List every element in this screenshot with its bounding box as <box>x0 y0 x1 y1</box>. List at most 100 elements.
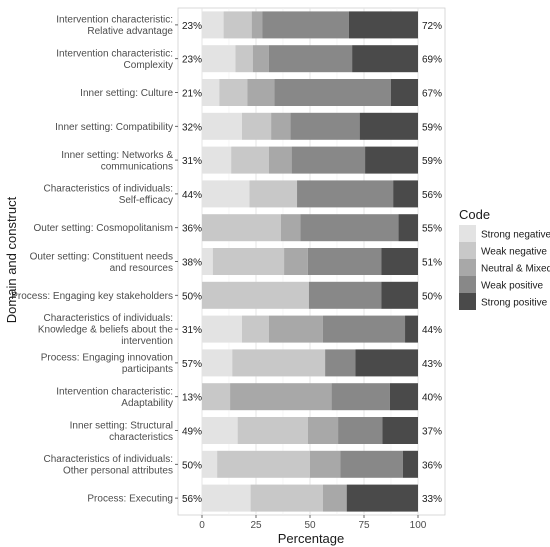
bar-segment <box>249 180 298 208</box>
left-value-label: 57% <box>182 359 202 370</box>
bar-segment <box>391 79 418 106</box>
left-value-label: 50% <box>182 291 202 302</box>
bar-segment <box>381 281 418 309</box>
right-value-label: 72% <box>422 21 442 32</box>
bar-segment <box>274 79 391 106</box>
bar-segment <box>271 112 291 140</box>
left-value-label: 31% <box>182 156 202 167</box>
right-value-label: 69% <box>422 55 442 66</box>
bar-segment <box>268 315 323 343</box>
x-tick-label: 100 <box>410 520 427 531</box>
bar-segment <box>331 383 390 411</box>
category-label: Relative advantage <box>87 26 173 37</box>
x-axis-ticks: 0 25 50 75 100 <box>199 515 427 531</box>
legend-key <box>459 293 476 310</box>
bar-segment <box>202 45 236 73</box>
right-value-label: 44% <box>422 325 442 336</box>
bar-segment <box>252 45 269 73</box>
legend: Code Strong negative Weak negative Neutral… <box>459 207 550 310</box>
legend-key <box>459 242 476 259</box>
bar-segment <box>202 248 213 275</box>
category-label: Complexity <box>124 60 173 71</box>
right-value-label: 55% <box>422 224 442 235</box>
right-value-label: 50% <box>422 291 442 302</box>
right-value-label: 40% <box>422 393 442 404</box>
bar-segment <box>251 11 263 39</box>
right-value-label: 51% <box>422 258 442 269</box>
bar-segment <box>365 146 418 174</box>
bar-segment <box>381 248 418 275</box>
bar-segment <box>268 146 292 174</box>
category-label: Self-efficacy <box>119 195 173 206</box>
category-label: communications <box>101 161 173 172</box>
left-value-label: 36% <box>182 224 202 235</box>
bar-segment <box>202 79 220 106</box>
bar-segment <box>202 383 231 411</box>
category-label: Adaptability <box>121 398 173 409</box>
bar-segment <box>230 383 332 411</box>
right-value-label: 56% <box>422 190 442 201</box>
right-value-label: 43% <box>422 359 442 370</box>
legend-label: Weak negative <box>481 247 547 258</box>
legend-key <box>459 225 476 242</box>
bar-segment <box>297 180 394 208</box>
left-value-label: 23% <box>182 21 202 32</box>
bar-segment <box>217 450 310 478</box>
right-value-label: 59% <box>422 122 442 133</box>
bar-segment <box>202 214 281 242</box>
bar-segment <box>322 484 347 512</box>
bar-segment <box>202 315 242 343</box>
category-label: Intervention characteristic: <box>56 48 173 59</box>
category-label: Outer setting: Cosmopolitanism <box>33 223 173 234</box>
legend-key <box>459 259 476 276</box>
bar-segment <box>280 214 301 242</box>
bar-segment <box>340 450 403 478</box>
left-value-label: 56% <box>182 494 202 505</box>
bar-segment <box>310 450 341 478</box>
category-label: participants <box>122 364 173 375</box>
bar-segment <box>202 450 218 478</box>
category-label: Intervention characteristic: <box>56 15 173 26</box>
legend-title: Code <box>459 207 490 222</box>
bar-segment <box>262 11 349 39</box>
legend-label: Weak positive <box>481 281 544 292</box>
left-value-label: 50% <box>182 460 202 471</box>
bars-layer <box>202 11 418 512</box>
bar-segment <box>235 45 253 73</box>
bar-segment <box>219 79 248 106</box>
bar-segment <box>389 383 418 411</box>
bar-segment <box>398 214 418 242</box>
bar-segment <box>202 417 238 444</box>
bar-segment <box>241 315 269 343</box>
x-tick-label: 75 <box>358 520 370 531</box>
category-label: Knowledge & beliefs about the <box>38 325 174 336</box>
category-label: Outer setting: Constituent needs <box>30 251 173 262</box>
legend-label: Strong negative <box>481 230 550 241</box>
left-value-label: 44% <box>182 190 202 201</box>
bar-segment <box>223 11 252 39</box>
bar-segment <box>202 180 250 208</box>
right-value-label: 37% <box>422 427 442 438</box>
bar-segment <box>202 484 251 512</box>
category-label: intervention <box>121 336 173 347</box>
left-value-label: 23% <box>182 55 202 66</box>
bar-segment <box>290 112 360 140</box>
bar-segment <box>307 248 382 275</box>
bar-segment <box>284 248 308 275</box>
right-value-label: 59% <box>422 156 442 167</box>
bar-segment <box>352 45 418 73</box>
bar-segment <box>300 214 399 242</box>
category-label: Inner setting: Compatibility <box>55 122 173 133</box>
legend-label: Neutral & Mixed <box>481 264 550 275</box>
legend-label: Strong positive <box>481 298 548 309</box>
bar-segment <box>322 315 406 343</box>
bar-segment <box>268 45 353 73</box>
x-tick-label: 50 <box>304 520 316 531</box>
left-value-label: 49% <box>182 427 202 438</box>
x-tick-label: 0 <box>199 520 205 531</box>
y-axis-labels: Intervention characteristic:Relative adv… <box>11 15 178 505</box>
bar-segment <box>346 484 418 512</box>
legend-key <box>459 276 476 293</box>
left-value-label: 13% <box>182 393 202 404</box>
